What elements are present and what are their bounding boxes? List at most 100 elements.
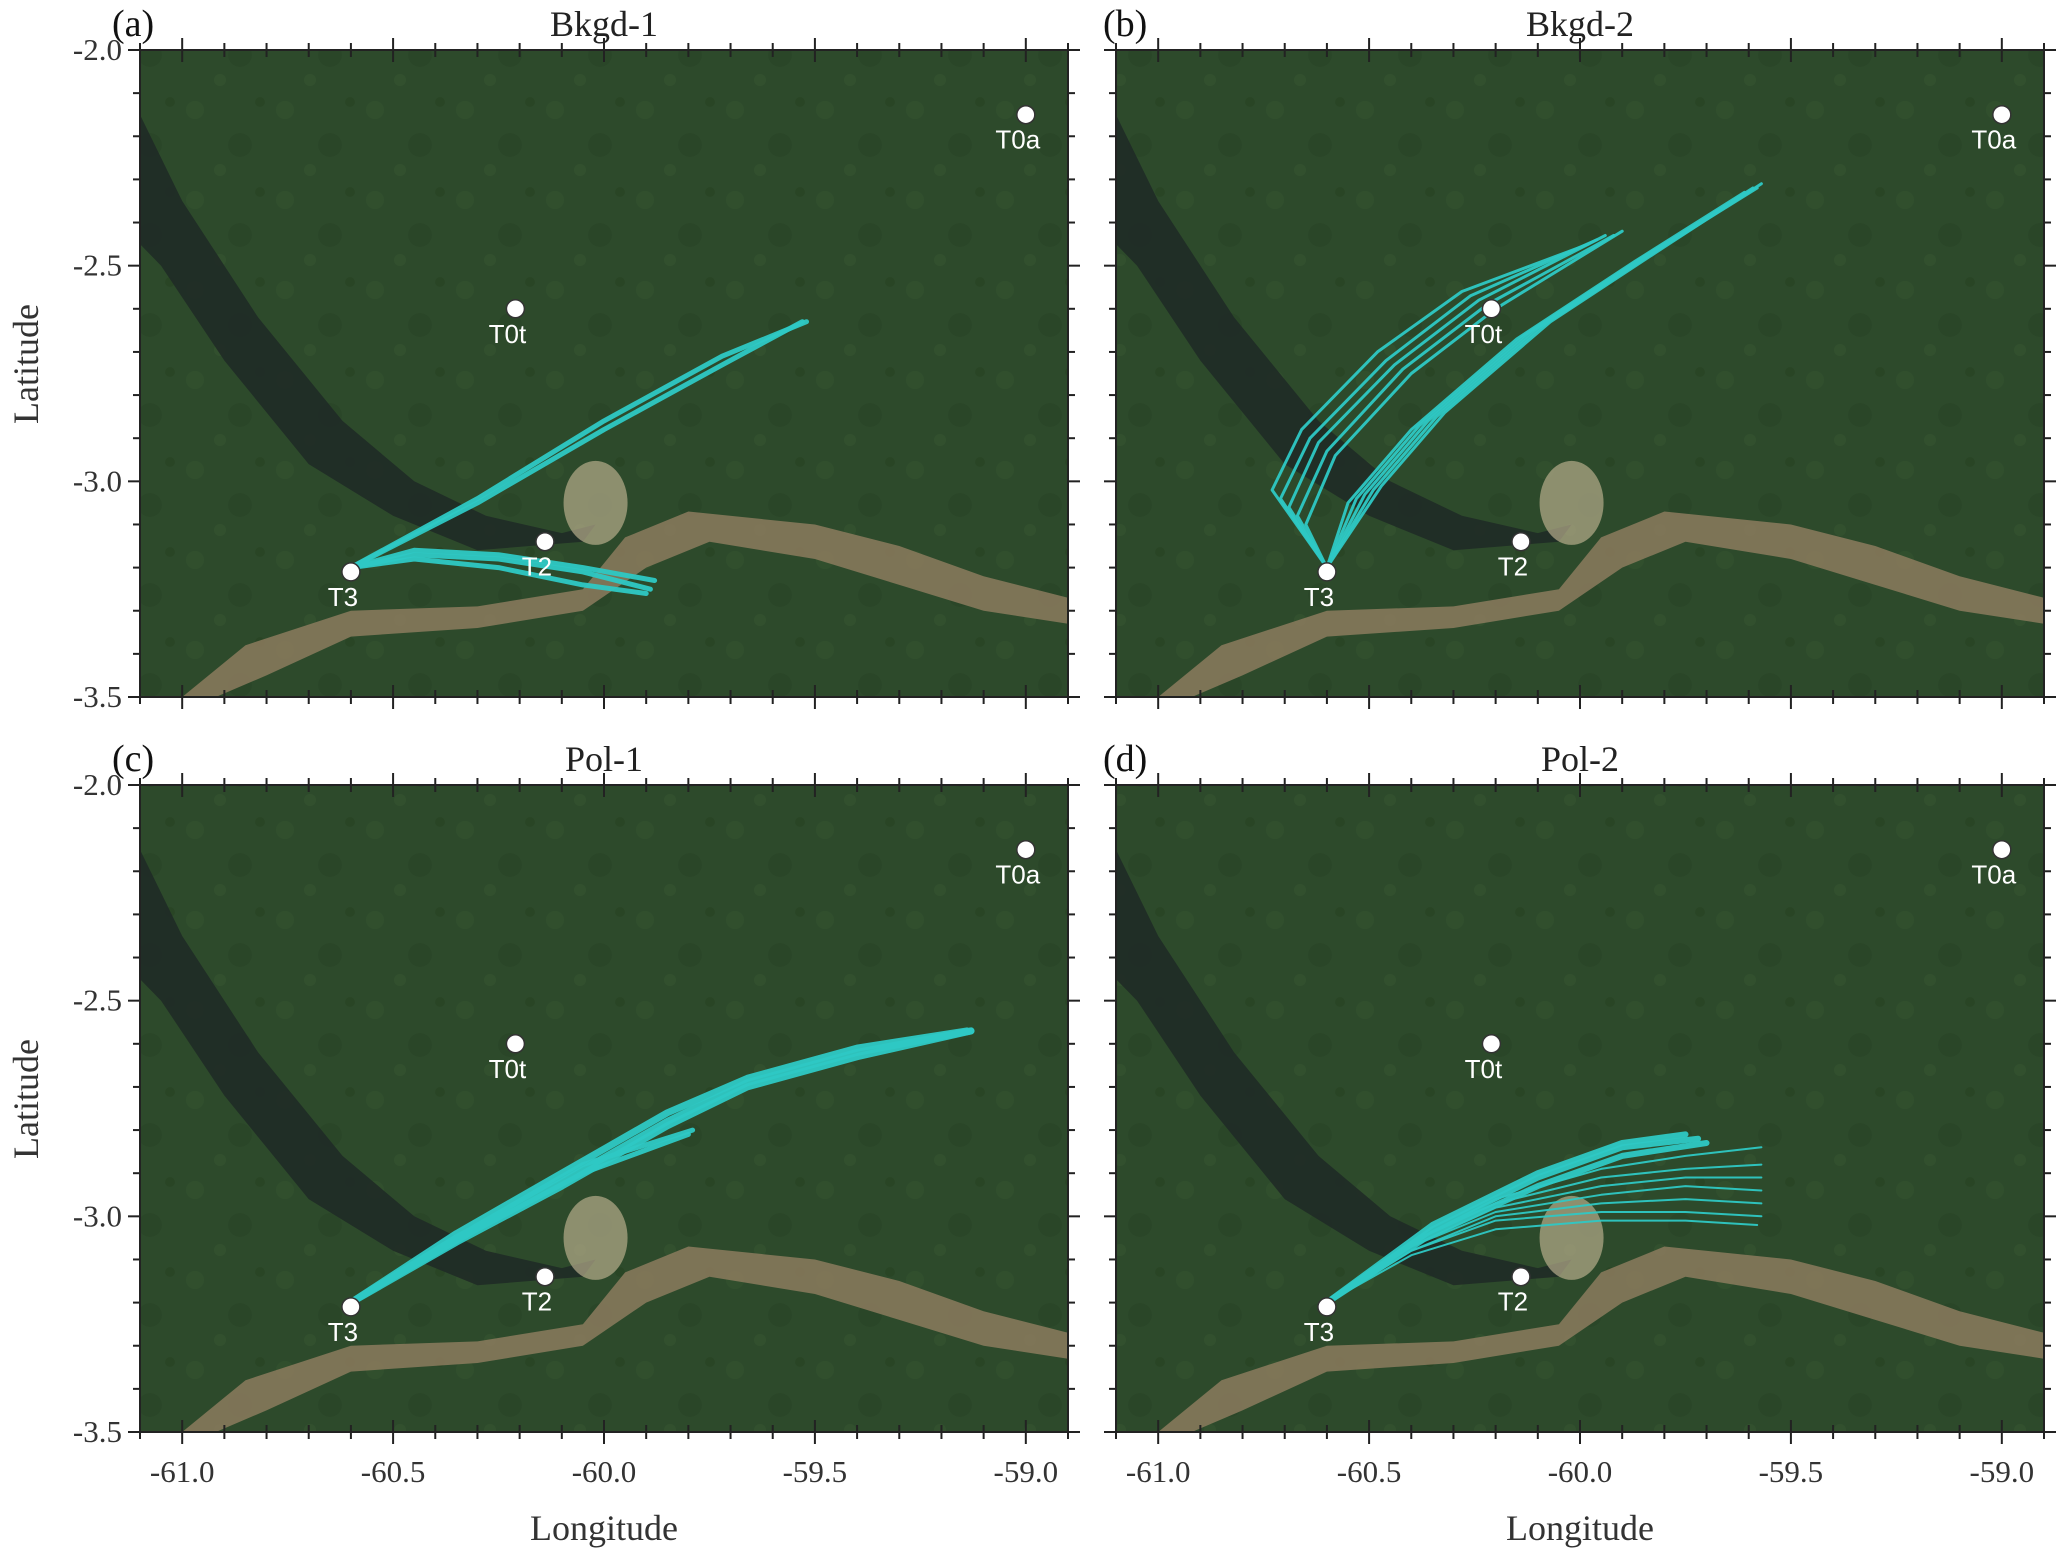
y-tick-label: -2.0 bbox=[73, 32, 122, 67]
site-label: T0a bbox=[1971, 860, 2016, 890]
basemap: T0a T0t T2 T3 bbox=[140, 50, 1068, 697]
panel-title: Bkgd-2 bbox=[1526, 4, 1634, 44]
site-label: T3 bbox=[1304, 582, 1334, 612]
x-tick-label: -60.0 bbox=[1548, 1454, 1613, 1489]
plume-trajectory bbox=[1304, 229, 1624, 570]
panel-letter: (a) bbox=[112, 3, 154, 45]
ticks bbox=[1104, 773, 2056, 1444]
rio-amazonas bbox=[182, 1246, 1068, 1432]
urban-area bbox=[563, 1195, 628, 1280]
site-label: T0t bbox=[1465, 1054, 1503, 1084]
x-tick-label: -61.0 bbox=[1126, 1454, 1191, 1489]
panel-title: Pol-2 bbox=[1541, 739, 1619, 779]
xlabel-left: Longitude bbox=[530, 1508, 678, 1548]
plume-trajectory bbox=[1295, 234, 1616, 570]
x-tick-label: -59.0 bbox=[994, 1454, 1059, 1489]
panel-letter: (b) bbox=[1103, 3, 1147, 45]
site-marker bbox=[341, 562, 361, 582]
ylabel-bottom: Latitude bbox=[6, 1039, 46, 1159]
rio-negro bbox=[1116, 114, 1572, 551]
x-tick-label: -59.0 bbox=[1970, 1454, 2035, 1489]
site-marker bbox=[1016, 104, 1036, 125]
site-label: T2 bbox=[522, 552, 552, 582]
site-label: T2 bbox=[1498, 1287, 1528, 1317]
rio-negro bbox=[140, 114, 596, 551]
plume-trajectory bbox=[1325, 1219, 1759, 1304]
site-marker bbox=[341, 1297, 361, 1317]
basemap: T0a T0t T2 T3 bbox=[1116, 50, 2044, 697]
plume-2 bbox=[348, 1127, 696, 1306]
rio-negro bbox=[1116, 849, 1572, 1286]
panel-letter: (d) bbox=[1103, 738, 1147, 780]
rio-amazonas bbox=[182, 511, 1068, 697]
plume-trajectory bbox=[348, 556, 649, 596]
panel-c: T0a T0t T2 T3 -2.0 -2.5 -3.0 -3.5 -61.0 -60.5 -60.… bbox=[73, 738, 1080, 1489]
plume-trajectory bbox=[347, 1027, 971, 1307]
rio-amazonas bbox=[1158, 511, 2044, 697]
plume-trajectory bbox=[1279, 238, 1599, 570]
plume-trajectory bbox=[348, 319, 805, 571]
site-marker bbox=[535, 1266, 555, 1287]
y-tick-label: -3.0 bbox=[73, 463, 122, 498]
plume-trajectory bbox=[1287, 234, 1607, 570]
site-label: T0t bbox=[489, 319, 527, 349]
urban-area bbox=[1539, 460, 1604, 545]
plume-2 bbox=[348, 547, 658, 596]
plume-trajectory bbox=[1270, 242, 1590, 570]
site-label: T2 bbox=[1498, 552, 1528, 582]
plume-trajectory bbox=[348, 1127, 696, 1306]
ticks bbox=[128, 773, 1080, 1444]
x-tick-label: -60.5 bbox=[361, 1454, 426, 1489]
plume-trajectory bbox=[348, 319, 809, 571]
site-marker bbox=[1511, 1266, 1531, 1287]
site-label: T3 bbox=[1304, 1317, 1334, 1347]
site-marker bbox=[1511, 531, 1531, 552]
panel-letter: (c) bbox=[112, 738, 154, 780]
ticks bbox=[1104, 38, 2056, 709]
ylabel-top: Latitude bbox=[6, 304, 46, 424]
plume-trajectory bbox=[1323, 1140, 1710, 1306]
basemap: T0a T0t T2 T3 bbox=[1116, 785, 2044, 1432]
y-tick-label: -2.0 bbox=[73, 767, 122, 802]
panel-title: Bkgd-1 bbox=[550, 4, 658, 44]
site-marker bbox=[1481, 1034, 1502, 1054]
x-tick-label: -60.0 bbox=[572, 1454, 637, 1489]
plume-1 bbox=[1270, 229, 1624, 570]
y-tick-label: -2.5 bbox=[73, 983, 122, 1018]
panel-a: T0a T0t T2 T3 -2.0 -2.5 -3.0 -3.5 (a) Bkgd-1 bbox=[73, 3, 1080, 714]
plume-trajectory bbox=[348, 552, 653, 592]
plume-2 bbox=[1325, 182, 1763, 570]
map-area: T0a T0t T2 T3 -2.0 -2.5 -3.0 -3.5 bbox=[73, 32, 1080, 714]
rio-negro bbox=[140, 849, 596, 1286]
rio-amazonas bbox=[1158, 1246, 2044, 1432]
plume-1 bbox=[348, 319, 809, 571]
panel-title: Pol-1 bbox=[565, 739, 643, 779]
x-tick-label: -59.5 bbox=[1759, 1454, 1824, 1489]
site-marker bbox=[1481, 299, 1502, 319]
panel-b: T0a T0t T2 T3 (b) Bkgd-2 bbox=[1103, 3, 2056, 709]
urban-area bbox=[563, 460, 628, 545]
y-tick-label: -3.5 bbox=[73, 1414, 122, 1449]
site-marker bbox=[1992, 839, 2012, 860]
site-label: T0a bbox=[1971, 125, 2016, 155]
site-label: T0a bbox=[995, 860, 1040, 890]
plume-trajectory bbox=[348, 547, 658, 583]
x-tick-label: -59.5 bbox=[783, 1454, 848, 1489]
site-marker bbox=[1992, 104, 2012, 125]
site-label: T3 bbox=[328, 1317, 358, 1347]
site-label: T0t bbox=[489, 1054, 527, 1084]
x-tick-label: -60.5 bbox=[1337, 1454, 1402, 1489]
basemap: T0a T0t T2 T3 bbox=[140, 785, 1068, 1432]
site-marker bbox=[535, 531, 555, 552]
x-tick-label: -61.0 bbox=[150, 1454, 215, 1489]
ticks bbox=[128, 38, 1080, 709]
site-marker bbox=[505, 1034, 526, 1054]
plume-2 bbox=[1323, 1131, 1710, 1306]
y-tick-label: -2.5 bbox=[73, 248, 122, 283]
site-label: T0t bbox=[1465, 319, 1503, 349]
xlabel-right: Longitude bbox=[1506, 1508, 1654, 1548]
site-marker bbox=[1317, 1297, 1337, 1317]
site-label: T2 bbox=[522, 1287, 552, 1317]
